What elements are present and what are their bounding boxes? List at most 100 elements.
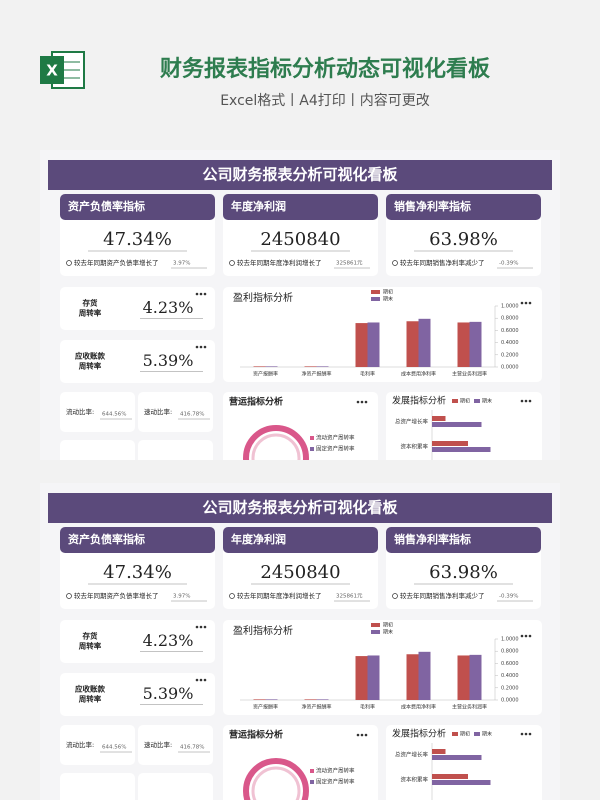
chart-title: 营运指标分析 bbox=[229, 729, 283, 741]
legend-swatch bbox=[452, 399, 458, 403]
x-tick-label: 净资产报酬率 bbox=[301, 371, 331, 378]
turnover-card bbox=[60, 340, 215, 383]
bar bbox=[265, 366, 278, 367]
turnover-value: 4.23% bbox=[143, 298, 194, 317]
chart-title: 盈利指标分析 bbox=[233, 624, 293, 637]
menu-dot bbox=[528, 399, 532, 403]
turnover-title: 周转率 bbox=[79, 361, 102, 371]
bar bbox=[355, 656, 368, 700]
menu-dot bbox=[356, 733, 360, 737]
menu-dot bbox=[364, 733, 368, 737]
x-tick-label: 成本费用净利率 bbox=[401, 371, 436, 378]
kpi-note: 较去年同期年度净利润增长了 bbox=[237, 591, 322, 600]
chart-title: 发展指标分析 bbox=[392, 728, 446, 740]
ratio-card bbox=[138, 773, 213, 800]
bar bbox=[432, 774, 468, 779]
menu-dot bbox=[199, 292, 203, 296]
kpi-header bbox=[223, 527, 378, 553]
x-tick-label: 主营业务利润率 bbox=[452, 371, 487, 378]
y-tick-label: 资本积累率 bbox=[400, 776, 428, 784]
legend-label: 期初 bbox=[383, 622, 393, 629]
legend-swatch bbox=[371, 623, 380, 627]
kpi-delta: -0.39% bbox=[499, 261, 518, 267]
bar bbox=[418, 651, 431, 700]
ratio-card bbox=[60, 773, 135, 800]
menu-dot bbox=[524, 399, 528, 403]
turnover-value: 4.23% bbox=[143, 631, 194, 650]
x-tick-label: 净资产报酬率 bbox=[301, 704, 331, 711]
kpi-value: 2450840 bbox=[260, 229, 340, 250]
kpi-delta: 325861元 bbox=[336, 260, 363, 267]
kpi-note: 较去年同期销售净利率减少了 bbox=[400, 258, 485, 267]
menu-dot bbox=[520, 732, 524, 736]
ratio-card bbox=[60, 725, 135, 765]
menu-dot bbox=[203, 678, 207, 682]
kpi-value: 63.98% bbox=[429, 229, 498, 250]
ratio-title: 流动比率: bbox=[66, 407, 94, 416]
menu-dot bbox=[360, 733, 364, 737]
kpi-title: 销售净利率指标 bbox=[394, 199, 471, 213]
legend-swatch bbox=[310, 436, 314, 440]
y-tick-label: 0.4000 bbox=[501, 673, 519, 679]
menu-dot bbox=[524, 301, 528, 305]
menu-dot bbox=[528, 301, 532, 305]
bar bbox=[406, 654, 419, 700]
kpi-title: 年度净利润 bbox=[231, 532, 286, 546]
menu-dot bbox=[203, 292, 207, 296]
ratio-card bbox=[138, 440, 213, 460]
menu-dot bbox=[195, 625, 199, 629]
turnover-card bbox=[60, 673, 215, 716]
legend-label: 期末 bbox=[383, 629, 393, 636]
turnover-title: 存货 bbox=[82, 298, 98, 308]
excel-icon: X bbox=[40, 51, 85, 89]
x-tick-label: 毛利率 bbox=[360, 371, 375, 378]
bar bbox=[418, 318, 431, 367]
menu-dot bbox=[199, 625, 203, 629]
chart-card bbox=[386, 725, 542, 800]
menu-dot bbox=[203, 345, 207, 349]
bar bbox=[432, 441, 468, 446]
turnover-card bbox=[60, 620, 215, 663]
y-tick-label: 资本积累率 bbox=[400, 443, 428, 451]
ratio-card bbox=[60, 440, 135, 460]
chart-title: 发展指标分析 bbox=[392, 395, 446, 407]
menu-dot bbox=[520, 399, 524, 403]
menu-dot bbox=[524, 634, 528, 638]
x-tick-label: 主营业务利润率 bbox=[452, 704, 487, 711]
donut-ring bbox=[243, 758, 309, 800]
kpi-header bbox=[223, 194, 378, 220]
turnover-value: 5.39% bbox=[143, 684, 194, 703]
donut-ring bbox=[243, 425, 309, 460]
y-tick-label: 0.0000 bbox=[501, 365, 519, 371]
legend-label: 固定资产周转率 bbox=[316, 445, 355, 453]
legend-swatch bbox=[371, 630, 380, 634]
ratio-value: 416.78% bbox=[180, 412, 204, 418]
chart-title: 营运指标分析 bbox=[229, 396, 283, 408]
note-icon bbox=[392, 593, 398, 599]
legend-label: 期初 bbox=[460, 398, 470, 405]
y-tick-label: 1.0000 bbox=[501, 304, 519, 310]
legend-swatch bbox=[474, 732, 480, 736]
kpi-header bbox=[60, 527, 215, 553]
bar bbox=[469, 321, 482, 367]
menu-dot bbox=[364, 400, 368, 404]
legend-label: 期末 bbox=[482, 731, 492, 738]
turnover-value: 5.39% bbox=[143, 351, 194, 370]
donut-inner bbox=[251, 766, 301, 800]
turnover-title: 应收账款 bbox=[75, 684, 105, 694]
bar bbox=[469, 654, 482, 700]
menu-dot bbox=[356, 400, 360, 404]
y-tick-label: 0.2000 bbox=[501, 352, 519, 358]
bar bbox=[304, 366, 317, 367]
bar bbox=[253, 699, 266, 700]
y-tick-label: 总资产增长率 bbox=[395, 751, 429, 759]
kpi-value: 2450840 bbox=[260, 562, 340, 583]
y-tick-label: 0.8000 bbox=[501, 649, 519, 655]
ratio-title: 速动比率: bbox=[144, 407, 172, 416]
chart-title: 盈利指标分析 bbox=[233, 291, 293, 304]
note-icon bbox=[66, 593, 72, 599]
legend-label: 流动资产周转率 bbox=[316, 434, 355, 442]
